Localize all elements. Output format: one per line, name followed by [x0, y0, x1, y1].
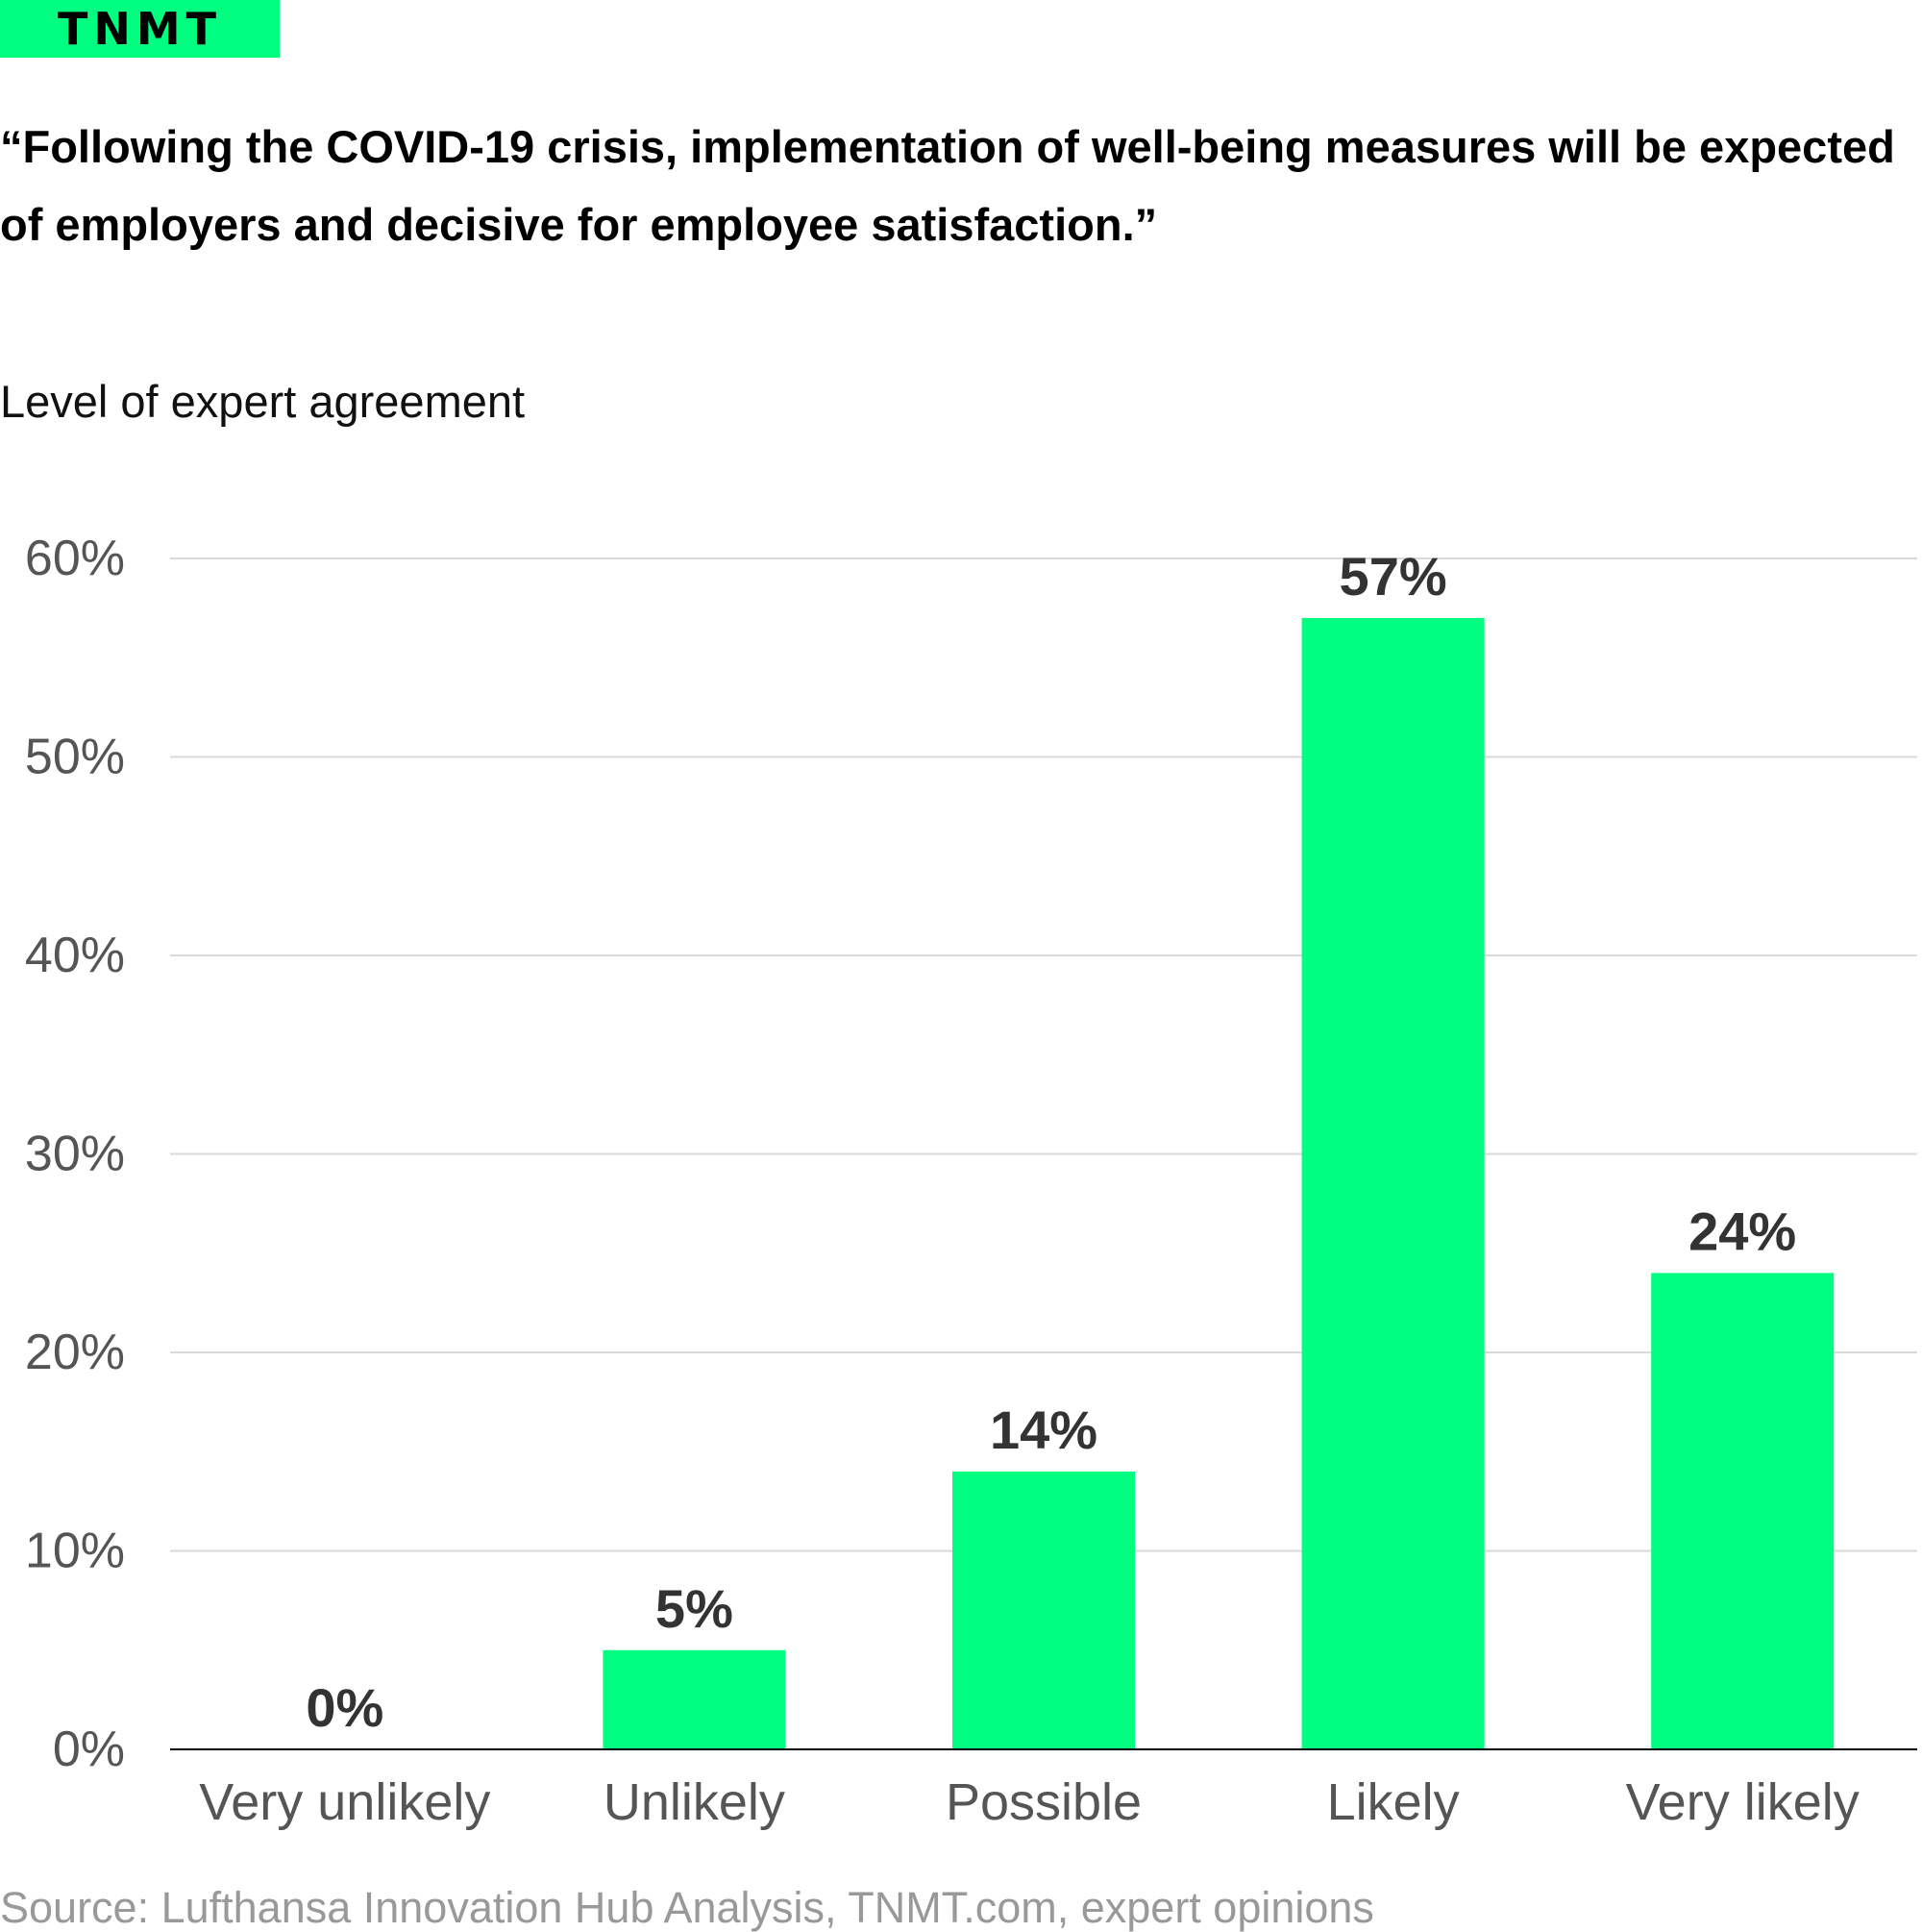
bar-value-label: 5%	[655, 1578, 733, 1639]
y-tick-label: 10%	[25, 1523, 125, 1579]
y-tick-label: 50%	[25, 730, 125, 785]
y-tick-label: 60%	[25, 531, 125, 586]
bar-value-label: 14%	[990, 1399, 1097, 1460]
x-tick-label: Unlikely	[604, 1773, 785, 1831]
logo-text: TNMT	[57, 3, 223, 55]
bar	[1301, 617, 1485, 1750]
value-labels: 0% 5% 14% 57% 24%	[306, 546, 1796, 1738]
bar-value-label: 57%	[1340, 546, 1447, 607]
x-axis-tick-labels: Very unlikely Unlikely Possible Likely Very …	[199, 1773, 1860, 1831]
bar-value-label: 0%	[306, 1677, 383, 1738]
x-tick-label: Very unlikely	[199, 1773, 490, 1831]
y-tick-label: 20%	[25, 1325, 125, 1380]
bar-value-label: 24%	[1688, 1201, 1796, 1261]
x-tick-label: Likely	[1327, 1773, 1460, 1831]
y-tick-label: 30%	[25, 1127, 125, 1182]
chart-title: “Following the COVID-19 crisis, implemen…	[0, 121, 1895, 250]
bar	[952, 1471, 1135, 1749]
chart-subtitle: Level of expert agreement	[0, 376, 526, 427]
source-note: Source: Lufthansa Innovation Hub Analysi…	[0, 1883, 1374, 1932]
y-tick-label: 40%	[25, 928, 125, 983]
x-tick-label: Possible	[946, 1773, 1142, 1831]
bar	[1651, 1273, 1835, 1749]
y-axis-tick-labels: 0% 10% 20% 30% 40% 50% 60%	[25, 531, 125, 1777]
bars	[603, 617, 1835, 1750]
y-tick-label: 0%	[53, 1721, 125, 1777]
x-tick-label: Very likely	[1626, 1773, 1860, 1831]
brand-logo: TNMT	[0, 0, 280, 58]
bar	[603, 1649, 786, 1749]
